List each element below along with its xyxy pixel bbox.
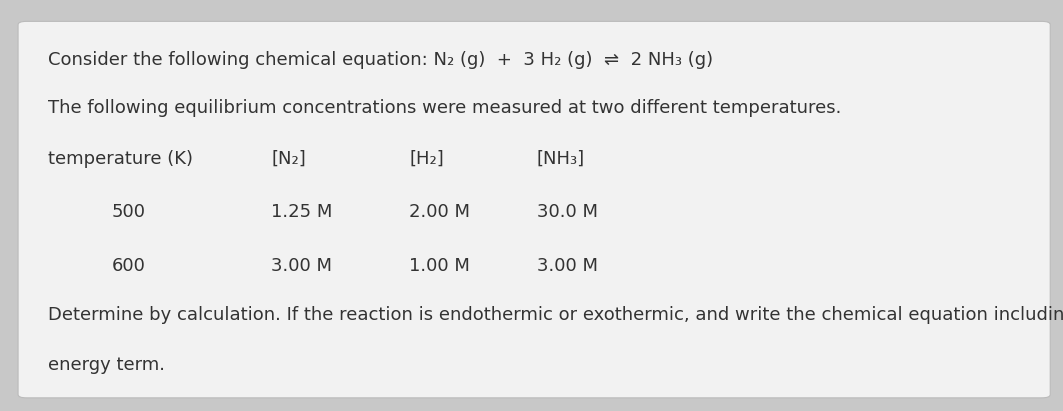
Text: 500: 500 [112,203,146,222]
Text: 600: 600 [112,257,146,275]
Text: energy term.: energy term. [48,356,165,374]
FancyBboxPatch shape [18,21,1050,398]
Text: Determine by calculation. If the reaction is endothermic or exothermic, and writ: Determine by calculation. If the reactio… [48,306,1063,324]
Text: 2.00 M: 2.00 M [409,203,470,222]
Text: [N₂]: [N₂] [271,150,306,168]
Text: 1.25 M: 1.25 M [271,203,333,222]
Text: [H₂]: [H₂] [409,150,444,168]
Text: temperature (K): temperature (K) [48,150,192,168]
Text: 3.00 M: 3.00 M [271,257,332,275]
Text: 3.00 M: 3.00 M [537,257,597,275]
Text: The following equilibrium concentrations were measured at two different temperat: The following equilibrium concentrations… [48,99,841,117]
Text: [NH₃]: [NH₃] [537,150,585,168]
Text: 30.0 M: 30.0 M [537,203,597,222]
Text: Consider the following chemical equation: N₂ (g)  +  3 H₂ (g)  ⇌  2 NH₃ (g): Consider the following chemical equation… [48,51,713,69]
Text: 1.00 M: 1.00 M [409,257,470,275]
